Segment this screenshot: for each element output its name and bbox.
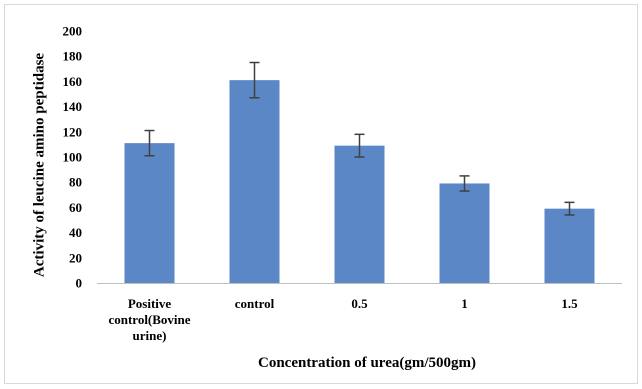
bar — [544, 208, 595, 283]
y-tick-label: 80 — [69, 175, 82, 190]
bar — [439, 183, 490, 283]
y-tick-label: 120 — [63, 124, 83, 139]
x-category-label: Positive control(Bovine urine) — [108, 296, 190, 343]
y-tick-label: 100 — [63, 150, 83, 165]
bars — [124, 80, 595, 283]
y-tick-label: 160 — [63, 74, 83, 89]
y-axis-title: Activity of leucine amino peptidase — [31, 53, 47, 277]
x-category-label: control — [235, 296, 275, 311]
bar — [334, 145, 385, 283]
y-tick-label: 180 — [63, 49, 83, 64]
y-tick-label: 60 — [69, 200, 82, 215]
y-tick-label: 200 — [63, 24, 83, 39]
y-tick-label: 40 — [69, 225, 82, 240]
y-tick-label: 0 — [76, 276, 83, 291]
y-tick-label: 20 — [69, 250, 82, 265]
y-axis-ticks: 0 20 40 60 80 100 120 140 160 180 200 — [63, 24, 83, 291]
y-tick-label: 140 — [63, 99, 83, 114]
x-axis-title: Concentration of urea(gm/500gm) — [258, 355, 476, 371]
bar — [229, 80, 280, 283]
bar — [124, 143, 175, 283]
x-axis-categories: Positive control(Bovine urine) control 0.5 1 1… — [108, 296, 578, 343]
chart-frame — [4, 4, 638, 384]
x-category-label: 0.5 — [351, 296, 368, 311]
error-bars — [144, 61, 575, 216]
x-category-label: 1.5 — [561, 296, 578, 311]
x-category-label: 1 — [461, 296, 468, 311]
